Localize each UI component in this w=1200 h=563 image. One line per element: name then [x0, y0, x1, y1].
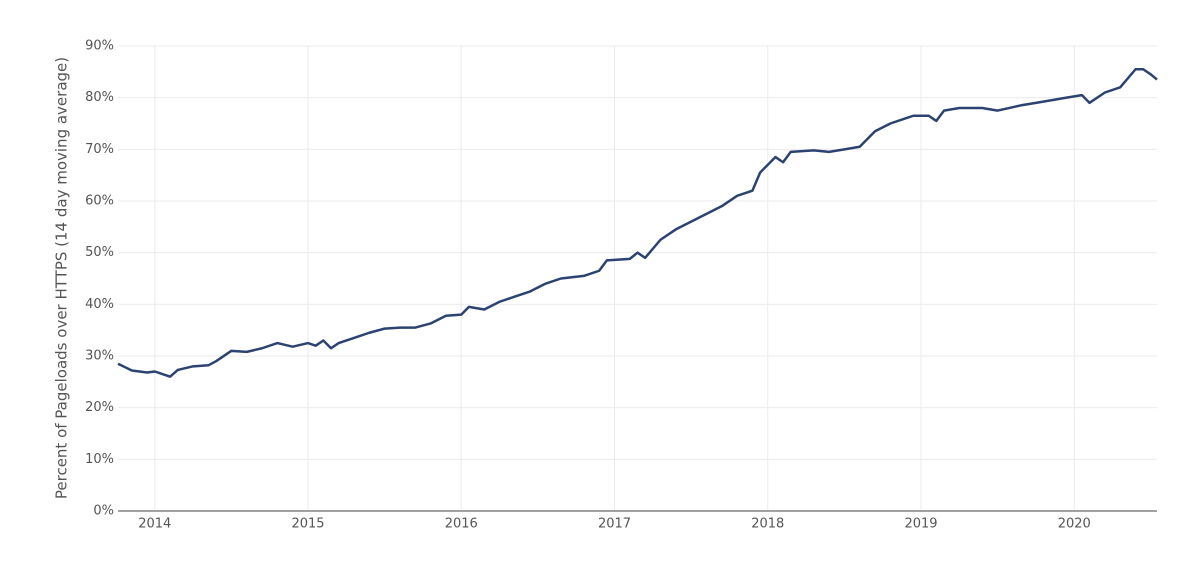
x-tick-label: 2014	[138, 517, 171, 532]
data-line	[117, 68, 1158, 378]
y-tick-label: 0%	[93, 504, 114, 519]
x-tick-label: 2015	[291, 517, 324, 532]
y-tick-label: 70%	[85, 142, 114, 157]
x-tick-label: 2020	[1058, 517, 1091, 532]
y-axis-label: Percent of Pageloads over HTTPS (14 day …	[53, 57, 71, 499]
y-tick-label: 20%	[85, 400, 114, 415]
x-tick-label: 2018	[751, 517, 784, 532]
y-tick-label: 40%	[85, 297, 114, 312]
y-tick-label: 90%	[85, 39, 114, 54]
y-tick-label: 60%	[85, 194, 114, 209]
y-tick-label: 80%	[85, 90, 114, 105]
x-tick-label: 2016	[445, 517, 478, 532]
x-tick-label: 2019	[904, 517, 937, 532]
y-tick-label: 30%	[85, 349, 114, 364]
y-tick-label: 10%	[85, 452, 114, 467]
x-tick-label: 2017	[598, 517, 631, 532]
y-tick-label: 50%	[85, 245, 114, 260]
